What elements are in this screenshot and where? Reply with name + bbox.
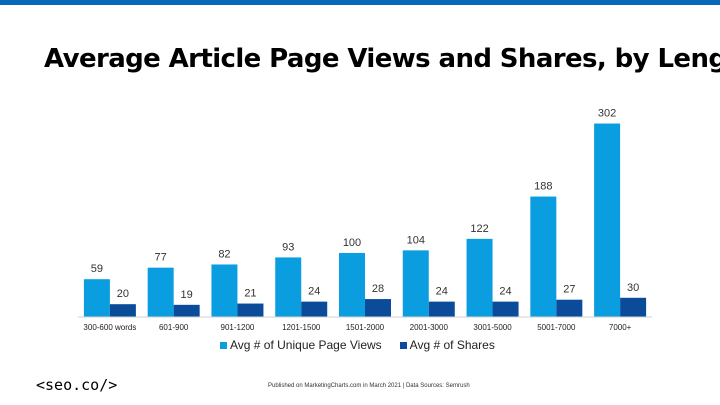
x-tick-label-8: 7000+ xyxy=(609,323,632,332)
views-bar-2 xyxy=(211,264,238,317)
legend-label-views: Avg # of Unique Page Views xyxy=(230,338,382,352)
shares-value-label-0: 20 xyxy=(117,288,129,300)
shares-value-label-1: 19 xyxy=(181,289,193,301)
views-bar-0 xyxy=(83,279,110,317)
views-value-label-6: 122 xyxy=(470,223,488,235)
shares-bar-5 xyxy=(428,301,455,317)
views-bar-1 xyxy=(147,267,174,317)
shares-bar-2 xyxy=(237,303,264,317)
shares-bar-0 xyxy=(109,304,136,317)
slide-title: Average Article Page Views and Shares, b… xyxy=(44,44,720,74)
shares-value-label-6: 24 xyxy=(499,286,511,298)
shares-value-label-2: 21 xyxy=(244,288,256,300)
shares-bar-1 xyxy=(173,304,200,317)
views-value-label-1: 77 xyxy=(155,252,167,264)
legend-item-shares: Avg # of Shares xyxy=(399,338,495,352)
views-value-label-2: 82 xyxy=(218,248,230,260)
views-bar-4 xyxy=(339,252,365,317)
views-bar-7 xyxy=(530,196,557,317)
views-bar-8 xyxy=(594,123,621,317)
shares-value-label-3: 24 xyxy=(308,286,320,298)
legend-item-views: Avg # of Unique Page Views xyxy=(220,338,382,352)
views-value-label-7: 188 xyxy=(534,181,552,193)
x-tick-label-2: 901-1200 xyxy=(221,323,255,332)
views-value-label-0: 59 xyxy=(91,263,103,275)
x-tick-label-5: 2001-3000 xyxy=(410,323,449,332)
legend-label-shares: Avg # of Shares xyxy=(409,338,495,352)
shares-value-label-8: 30 xyxy=(627,282,639,294)
views-bar-5 xyxy=(402,250,429,317)
shares-value-label-7: 27 xyxy=(563,284,575,296)
views-value-label-3: 93 xyxy=(282,241,294,253)
x-tick-label-0: 300-600 words xyxy=(83,323,136,332)
views-bar-3 xyxy=(275,257,302,317)
top-accent-bar xyxy=(0,0,720,5)
legend-swatch-views xyxy=(220,341,227,349)
shares-bar-8 xyxy=(620,297,647,317)
shares-bar-3 xyxy=(301,301,328,317)
x-tick-label-4: 1501-2000 xyxy=(346,323,385,332)
chart-legend: Avg # of Unique Page Views Avg # of Shar… xyxy=(220,337,513,353)
views-value-label-8: 302 xyxy=(598,108,616,120)
shares-value-label-5: 24 xyxy=(436,286,448,298)
seo-co-logo: <seo.co/> xyxy=(36,376,118,394)
views-value-label-4: 100 xyxy=(343,237,361,249)
shares-bar-7 xyxy=(556,299,583,317)
x-tick-label-7: 5001-7000 xyxy=(537,323,576,332)
views-value-label-5: 104 xyxy=(407,234,425,246)
shares-bar-4 xyxy=(365,299,391,317)
views-bar-6 xyxy=(466,238,493,317)
x-tick-label-3: 1201-1500 xyxy=(282,323,321,332)
source-footnote: Published on MarketingCharts.com in Marc… xyxy=(268,383,470,389)
x-tick-label-6: 3001-5000 xyxy=(473,323,512,332)
shares-bar-6 xyxy=(492,301,519,317)
shares-value-label-4: 28 xyxy=(372,283,384,295)
legend-swatch-shares xyxy=(399,341,407,349)
x-tick-label-1: 601-900 xyxy=(159,323,189,332)
